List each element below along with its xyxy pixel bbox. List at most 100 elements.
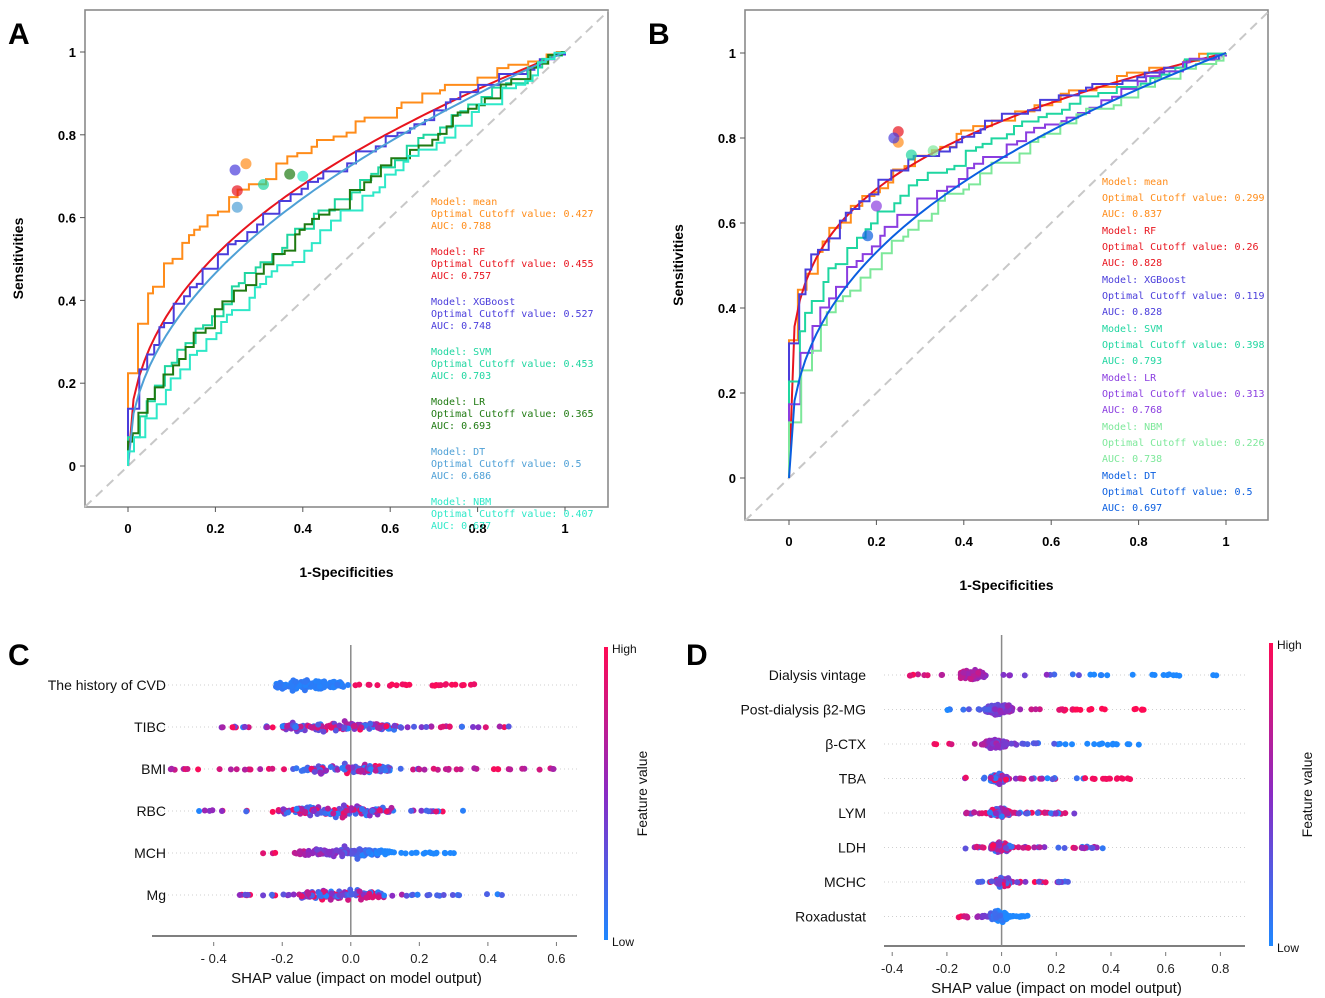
- shap-point: [320, 728, 327, 735]
- shap-point: [328, 890, 335, 897]
- shap-point: [345, 896, 352, 903]
- shap-point: [1091, 741, 1098, 748]
- shap-point: [964, 913, 970, 920]
- legend-xgboost-line-1: Optimal Cutoff value: 0.119: [1102, 291, 1265, 302]
- x-tick-label: 0.6: [1157, 961, 1175, 976]
- x-axis-title: SHAP value (impact on model output): [231, 970, 482, 987]
- shap-point: [241, 766, 248, 773]
- shap-point: [924, 672, 931, 679]
- shap-point: [426, 891, 433, 898]
- shap-point: [388, 804, 395, 811]
- y-tick-label: 0.6: [718, 216, 736, 231]
- shap-point: [365, 848, 372, 855]
- shap-point: [979, 878, 986, 885]
- panel-letter-a: A: [8, 18, 30, 51]
- x-tick-label: 0.8: [1211, 961, 1229, 976]
- shap-point: [305, 891, 312, 898]
- shap-point: [1073, 775, 1080, 782]
- y-tick-label: 0: [69, 459, 76, 474]
- shap-point: [1021, 672, 1028, 679]
- shap-point: [1014, 879, 1021, 886]
- shap-point: [410, 766, 417, 773]
- shap-point: [442, 681, 449, 688]
- legend-dt-line-2: AUC: 0.686: [431, 471, 491, 482]
- shap-point: [460, 682, 467, 688]
- shap-point: [1059, 706, 1066, 713]
- legend-lr-line-1: Optimal Cutoff value: 0.365: [431, 409, 594, 420]
- feature-label: RBC: [136, 803, 166, 819]
- legend-mean-line-2: AUC: 0.788: [431, 221, 491, 232]
- shap-point: [1003, 808, 1010, 815]
- shap-point: [482, 724, 489, 731]
- shap-point: [367, 720, 374, 727]
- shap-point: [450, 850, 457, 857]
- shap-point: [324, 805, 331, 812]
- shap-point: [280, 806, 287, 813]
- feature-label: Post-dialysis β2-MG: [740, 702, 866, 718]
- x-tick-label: 0.4: [955, 534, 974, 549]
- y-tick-label: 0.4: [58, 293, 77, 308]
- shap-point: [1024, 912, 1031, 919]
- y-axis-title: Sensitivities: [10, 217, 26, 299]
- shap-point: [960, 706, 967, 713]
- feature-label: Mg: [147, 887, 166, 903]
- shap-point: [979, 913, 986, 920]
- shap-point: [343, 807, 350, 814]
- legend-xgboost-line-0: Model: XGBoost: [1102, 275, 1186, 286]
- legend-svm-line-0: Model: SVM: [1102, 324, 1162, 335]
- shap-point: [389, 892, 396, 899]
- shap-point: [1103, 776, 1110, 782]
- shap-point: [1151, 672, 1158, 678]
- reference-diagonal: [84, 10, 609, 508]
- y-tick-label: 0.2: [718, 386, 736, 401]
- shap-point: [1176, 672, 1183, 679]
- shap-point: [366, 681, 373, 688]
- x-tick-label: 0.2: [206, 521, 224, 536]
- shap-point: [1069, 741, 1075, 748]
- legend-rf-line-2: AUC: 0.757: [431, 271, 491, 282]
- legend-nbm-line-0: Model: NBM: [1102, 422, 1162, 433]
- colorbar-title: Feature value: [1299, 751, 1315, 837]
- feature-label: β-CTX: [825, 736, 866, 752]
- shap-point: [1032, 706, 1039, 713]
- shap-point: [243, 808, 250, 815]
- shap-point: [996, 881, 1003, 887]
- legend-nbm-line-2: AUC: 0.677: [431, 521, 491, 532]
- shap-point: [442, 850, 449, 857]
- shap-point: [992, 775, 999, 782]
- y-tick-label: 1: [69, 45, 76, 60]
- shap-point: [987, 775, 994, 781]
- x-tick-label: 0.2: [867, 534, 885, 549]
- cutoff-point-dt: [231, 201, 243, 213]
- shap-point: [1104, 741, 1111, 748]
- shap-point: [350, 769, 357, 776]
- shap-point: [349, 764, 356, 771]
- shap-point: [236, 892, 243, 898]
- shap-point: [965, 706, 972, 713]
- shap-point: [393, 682, 400, 689]
- shap-point: [1071, 810, 1078, 817]
- shap-point: [314, 846, 321, 853]
- roc-curve-dt: [127, 51, 566, 467]
- shap-point: [1003, 776, 1009, 783]
- shap-point: [1091, 671, 1098, 678]
- shap-point: [1003, 915, 1010, 922]
- shap-point: [397, 765, 404, 772]
- shap-point: [326, 848, 333, 855]
- shap-point: [311, 768, 318, 775]
- shap-point: [1008, 740, 1015, 747]
- legend-svm-line-2: AUC: 0.703: [431, 371, 491, 382]
- shap-point: [433, 808, 440, 815]
- shap-point: [1089, 845, 1096, 851]
- roc-curve-dt: [788, 52, 1227, 479]
- shap-point: [1033, 740, 1039, 747]
- legend-lr-line-2: AUC: 0.768: [1102, 405, 1162, 416]
- shap-point: [339, 892, 345, 899]
- panel-letter-d: D: [686, 639, 708, 672]
- shap-point: [297, 723, 304, 730]
- shap-point: [962, 774, 969, 781]
- shap-point: [988, 745, 995, 751]
- shap-point: [1024, 741, 1031, 748]
- shap-point: [348, 805, 355, 812]
- legend-lr-line-2: AUC: 0.693: [431, 421, 491, 432]
